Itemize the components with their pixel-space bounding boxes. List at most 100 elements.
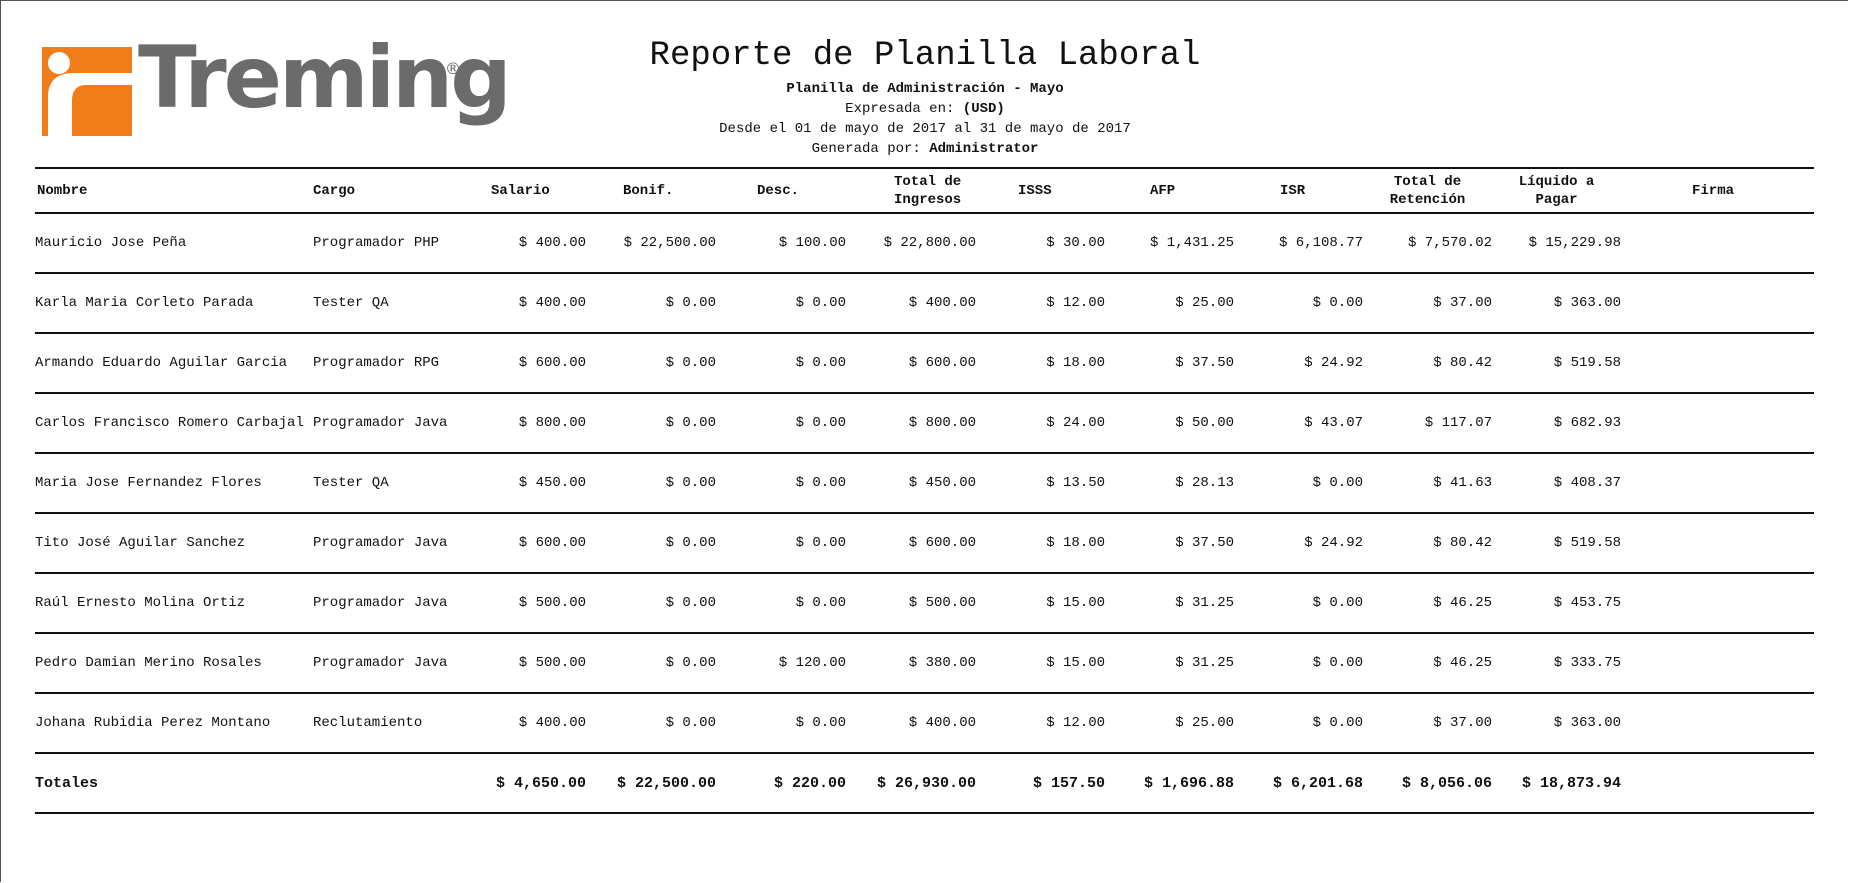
cell-ingresos: $ 380.00 [846,633,976,694]
cell-bonif: $ 0.00 [586,513,716,574]
cell-afp: $ 31.25 [1105,633,1234,694]
totals-cargo [313,753,453,814]
totals-salario: $ 4,650.00 [453,753,586,814]
col-header-afp: AFP [1105,167,1234,214]
totals-bonif: $ 22,500.00 [586,753,716,814]
cell-nombre: Mauricio Jose Peña [35,213,313,274]
cell-liquido: $ 15,229.98 [1492,213,1621,274]
cell-ingresos: $ 800.00 [846,393,976,454]
table-row: Tito José Aguilar Sanchez Programador Jav… [35,513,1814,574]
cell-isss: $ 15.00 [976,573,1105,634]
cell-cargo: Programador PHP [313,213,453,274]
cell-firma [1621,213,1814,274]
currency-line: Expresada en: (USD) [600,99,1250,119]
col-header-isss: ISSS [976,167,1105,214]
cell-desc: $ 0.00 [716,513,846,574]
cell-desc: $ 0.00 [716,273,846,334]
cell-liquido: $ 363.00 [1492,693,1621,754]
cell-desc: $ 120.00 [716,633,846,694]
cell-afp: $ 25.00 [1105,273,1234,334]
cell-afp: $ 50.00 [1105,393,1234,454]
cell-retencion: $ 46.25 [1363,573,1492,634]
generated-line: Generada por: Administrator [600,139,1250,159]
table-row: Mauricio Jose Peña Programador PHP $ 400.0… [35,213,1814,274]
col-header-nombre-label: Nombre [37,182,88,199]
cell-liquido: $ 519.58 [1492,333,1621,394]
cell-isr: $ 6,108.77 [1234,213,1363,274]
table-row: Maria Jose Fernandez Flores Tester QA $ 45… [35,453,1814,514]
cell-ingresos: $ 600.00 [846,513,976,574]
logo-wordmark: Treming [138,28,512,128]
table-row: Raúl Ernesto Molina Ortiz Programador Jav… [35,573,1814,634]
cell-cargo: Tester QA [313,453,453,514]
cell-bonif: $ 0.00 [586,573,716,634]
cell-bonif: $ 22,500.00 [586,213,716,274]
totals-label: Totales [35,753,313,814]
cell-cargo: Programador Java [313,393,453,454]
table-row: Karla Maria Corleto Parada Tester QA $ 400… [35,273,1814,334]
col-header-salario: Salario [453,167,586,214]
col-header-desc: Desc. [716,167,846,214]
totals-liquido: $ 18,873.94 [1492,753,1621,814]
totals-afp: $ 1,696.88 [1105,753,1234,814]
cell-afp: $ 25.00 [1105,693,1234,754]
registered-mark: ® [445,59,461,78]
table-row: Johana Rubidia Perez Montano Reclutamient… [35,693,1814,754]
cell-desc: $ 0.00 [716,333,846,394]
cell-firma [1621,393,1814,454]
cell-retencion: $ 117.07 [1363,393,1492,454]
cell-nombre: Carlos Francisco Romero Carbajal [35,393,313,454]
table-row: Pedro Damian Merino Rosales Programador J… [35,633,1814,694]
cell-afp: $ 37.50 [1105,333,1234,394]
col-header-liquido-line1: Líquido a [1518,173,1595,190]
cell-nombre: Tito José Aguilar Sanchez [35,513,313,574]
cell-bonif: $ 0.00 [586,273,716,334]
cell-ingresos: $ 600.00 [846,333,976,394]
date-range: Desde el 01 de mayo de 2017 al 31 de may… [719,121,1131,137]
col-header-nombre: Nombre [35,167,313,214]
col-header-total-retencion-line1: Total de [1393,173,1462,190]
cell-desc: $ 0.00 [716,393,846,454]
cell-cargo: Tester QA [313,273,453,334]
report-header: Reporte de Planilla Laboral Planilla de … [600,34,1250,159]
cell-liquido: $ 333.75 [1492,633,1621,694]
cell-desc: $ 0.00 [716,693,846,754]
cell-isr: $ 24.92 [1234,333,1363,394]
cell-nombre: Raúl Ernesto Molina Ortiz [35,573,313,634]
cell-liquido: $ 363.00 [1492,273,1621,334]
cell-salario: $ 600.00 [453,333,586,394]
cell-ingresos: $ 22,800.00 [846,213,976,274]
cell-afp: $ 31.25 [1105,573,1234,634]
col-header-firma-label: Firma [1692,182,1735,199]
cell-isss: $ 12.00 [976,273,1105,334]
cell-isss: $ 12.00 [976,693,1105,754]
col-header-salario-label: Salario [491,182,550,199]
cell-retencion: $ 37.00 [1363,693,1492,754]
cell-bonif: $ 0.00 [586,633,716,694]
cell-retencion: $ 46.25 [1363,633,1492,694]
cell-isss: $ 18.00 [976,513,1105,574]
col-header-total-ingresos-line2: Ingresos [894,191,962,208]
cell-cargo: Programador Java [313,513,453,574]
table-row: Carlos Francisco Romero Carbajal Programa… [35,393,1814,454]
cell-bonif: $ 0.00 [586,333,716,394]
cell-cargo: Programador Java [313,573,453,634]
cell-isr: $ 43.07 [1234,393,1363,454]
cell-desc: $ 0.00 [716,453,846,514]
cell-retencion: $ 80.42 [1363,333,1492,394]
cell-ingresos: $ 450.00 [846,453,976,514]
cell-liquido: $ 408.37 [1492,453,1621,514]
cell-salario: $ 500.00 [453,573,586,634]
col-header-total-ingresos: Total de Ingresos [846,167,976,214]
cell-firma [1621,633,1814,694]
cell-ingresos: $ 400.00 [846,273,976,334]
cell-isr: $ 24.92 [1234,513,1363,574]
totals-firma [1621,753,1814,814]
cell-retencion: $ 37.00 [1363,273,1492,334]
cell-salario: $ 450.00 [453,453,586,514]
totals-isr: $ 6,201.68 [1234,753,1363,814]
col-header-bonif-label: Bonif. [623,182,674,199]
cell-nombre: Armando Eduardo Aguilar Garcia [35,333,313,394]
col-header-liquido: Líquido a Pagar [1492,167,1621,214]
